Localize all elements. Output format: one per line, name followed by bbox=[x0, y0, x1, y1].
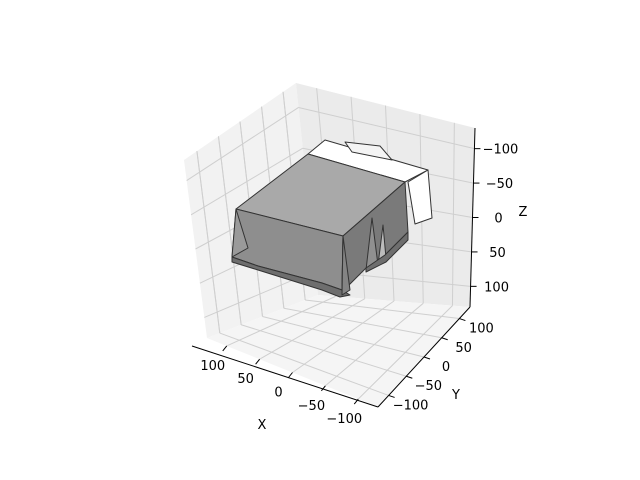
y-gridline bbox=[283, 307, 442, 339]
mesh-right-flap bbox=[407, 169, 433, 225]
x-axis-label: X bbox=[258, 418, 267, 433]
y-tick-label: 0 bbox=[442, 360, 450, 375]
mesh-side-skirt bbox=[365, 231, 409, 273]
y-tick bbox=[441, 337, 448, 341]
z-tick-label: 0 bbox=[494, 212, 502, 227]
x-axis-line bbox=[191, 345, 379, 408]
z-tick-label: 50 bbox=[489, 246, 506, 261]
x-tick-label: −50 bbox=[298, 399, 325, 414]
y-wall-gridline bbox=[451, 122, 455, 306]
x-tick bbox=[353, 398, 359, 405]
z-axis-label: Z bbox=[519, 205, 528, 220]
pane-floor bbox=[207, 295, 470, 407]
tick-marks bbox=[222, 148, 481, 405]
y-gridline bbox=[241, 324, 407, 377]
y-axis-label: Y bbox=[451, 388, 460, 403]
y-tick bbox=[406, 375, 413, 379]
mesh-back-cap bbox=[344, 141, 393, 161]
x-tick-label: 100 bbox=[200, 359, 225, 374]
x-tick bbox=[288, 372, 293, 378]
y-tick-label: 100 bbox=[469, 322, 494, 337]
z-tick-label: 100 bbox=[484, 280, 509, 295]
y-tick-label: −50 bbox=[415, 379, 442, 394]
mesh-left-fold bbox=[231, 208, 249, 258]
x-tick bbox=[222, 345, 228, 352]
y-tick-label: −100 bbox=[393, 398, 429, 413]
y-tick bbox=[459, 318, 466, 322]
z-tick-label: −50 bbox=[486, 177, 513, 192]
x-tick-label: 0 bbox=[274, 386, 282, 401]
x-tick bbox=[320, 385, 326, 392]
mesh-bottom-skirt bbox=[231, 256, 351, 298]
y-tick-label: 50 bbox=[455, 341, 472, 356]
y-tick bbox=[423, 356, 431, 360]
x-tick-label: −100 bbox=[326, 412, 362, 427]
axis-labels: X Y Z bbox=[258, 205, 528, 433]
mesh-object bbox=[231, 139, 433, 298]
x-wall-gridline bbox=[196, 151, 221, 334]
z-tick-label: −100 bbox=[483, 143, 519, 158]
y-gridline bbox=[219, 332, 389, 396]
y-tick bbox=[388, 394, 395, 398]
mesh-front-fold bbox=[341, 235, 351, 296]
y-gridline bbox=[305, 299, 460, 320]
x-wall-gridline bbox=[217, 136, 242, 325]
x-tick bbox=[255, 358, 261, 365]
y-gridline bbox=[262, 316, 425, 358]
x-tick-label: 50 bbox=[237, 372, 254, 387]
